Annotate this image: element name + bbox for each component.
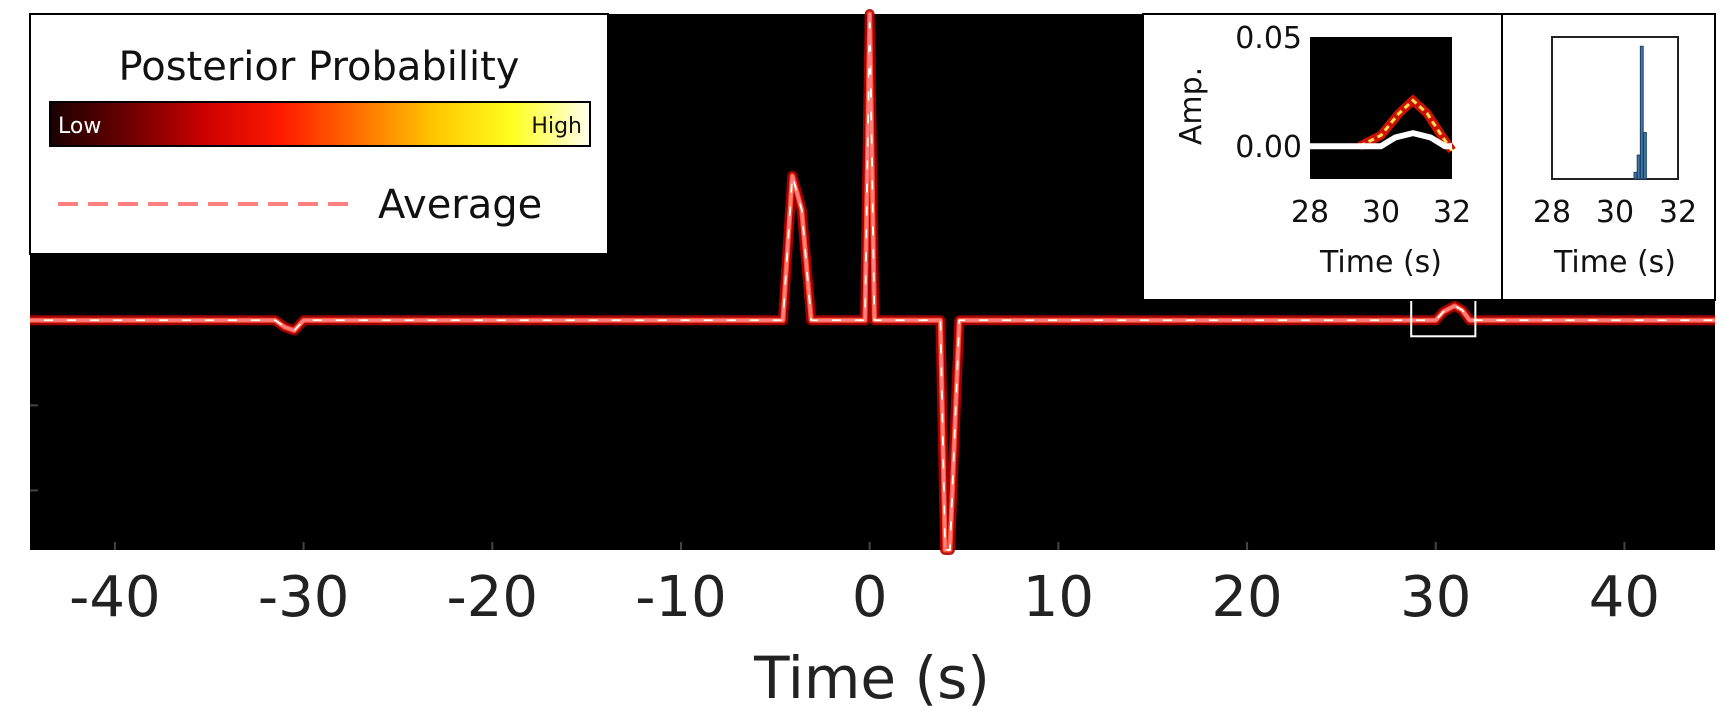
x-axis-ticks [113,542,1626,550]
inset-histogram-bars [1633,45,1647,180]
x-tick-label: -30 [258,565,349,630]
inset-zoom-y-axis-label: Amp. [1174,67,1209,145]
legend-colorbar [49,101,591,147]
inset-zoom-mean-line [1310,130,1452,150]
legend-title: Posterior Probability [119,44,520,90]
legend-average-label: Average [378,182,542,228]
inset-zoom-x-tick-labels: 28 30 32 [1291,195,1471,230]
inset-zoom-y-tick-labels: 0.00 0.05 [1235,21,1302,165]
series-layer [30,9,1715,555]
x-tick-label: 10 [1023,565,1094,630]
x-tick-label: 20 [1211,565,1282,630]
inset-zoom-x-tick-label: 30 [1362,195,1400,230]
inset-histogram-x-tick-label: 32 [1659,195,1697,230]
inset-histogram-chart: 28 30 32 Time (s) [1533,36,1697,280]
inset-histogram-x-tick-label: 30 [1596,195,1634,230]
inset-zoom-ridge-line [1359,98,1454,152]
histogram-bar [1639,45,1644,180]
inset-zoom-y-tick-label: 0.00 [1235,130,1302,165]
x-tick-label: -40 [69,565,160,630]
legend-colorbar-low-label: Low [58,114,101,139]
inset-zoom-chart: 0.00 0.05 28 30 32 Amp. Time (s) [1174,21,1471,280]
histogram-bar [1633,171,1638,180]
inset-zoom-x-tick-label: 32 [1433,195,1471,230]
x-axis-tick-labels: -40 -30 -20 -10 0 10 20 30 40 [69,565,1660,630]
x-tick-label: 30 [1400,565,1471,630]
x-tick-label: 40 [1589,565,1660,630]
inset-zoom-plot-area [1310,37,1452,179]
legend: Posterior Probability Low High Average [29,13,609,255]
x-tick-label: -20 [447,565,538,630]
inset-zoom-series [1310,94,1456,154]
legend-colorbar-high-label: High [531,114,582,139]
x-tick-label: 0 [852,565,888,630]
histogram-bar [1636,154,1641,180]
inset-zoom-x-tick-label: 28 [1291,195,1329,230]
inset-zoom-y-tick-label: 0.05 [1235,21,1302,56]
inset-histogram-x-tick-labels: 28 30 32 [1533,195,1697,230]
histogram-bar [1643,132,1647,180]
inset-histogram-x-tick-label: 28 [1533,195,1571,230]
inset-histogram-x-axis-label: Time (s) [1553,245,1676,280]
inset-panel: 0.00 0.05 28 30 32 Amp. Time (s) 28 30 32 Tim… [1142,13,1716,301]
inset-zoom-x-axis-label: Time (s) [1319,245,1442,280]
x-tick-label: -10 [635,565,726,630]
x-axis-label: Time (s) [753,644,990,711]
inset-histogram-plot-area [1551,36,1679,180]
average-series-line [30,12,1715,552]
